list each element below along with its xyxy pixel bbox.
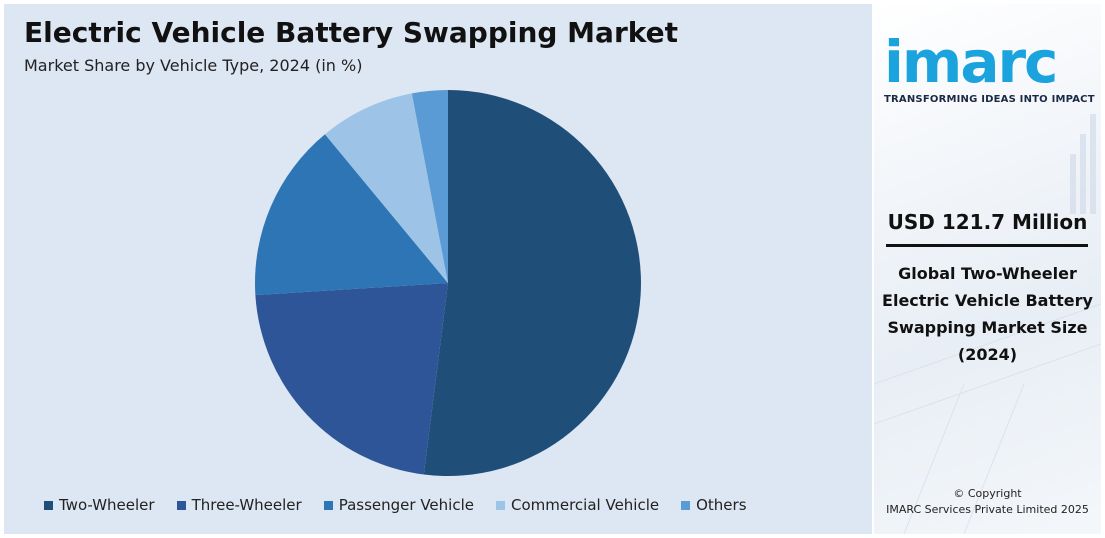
chart-subtitle: Market Share by Vehicle Type, 2024 (in %… <box>24 56 363 75</box>
logo-wordmark: imarc <box>884 28 1058 96</box>
pie-slice-two-wheeler <box>423 90 641 476</box>
copyright-line-2: IMARC Services Private Limited 2025 <box>886 503 1089 516</box>
legend-item-others: Others <box>681 496 747 514</box>
legend-item-two-wheeler: Two-Wheeler <box>44 496 155 514</box>
chart-legend: Two-Wheeler Three-Wheeler Passenger Vehicl… <box>44 496 769 514</box>
legend-swatch <box>323 500 333 510</box>
divider <box>886 244 1088 247</box>
legend-label: Passenger Vehicle <box>338 496 474 514</box>
legend-swatch <box>44 500 53 510</box>
market-size-value: USD 121.7 Million <box>887 210 1088 234</box>
legend-item-three-wheeler: Three-Wheeler <box>176 496 302 514</box>
legend-label: Two-Wheeler <box>59 496 155 514</box>
chart-title: Electric Vehicle Battery Swapping Market <box>24 16 678 49</box>
legend-label: Three-Wheeler <box>191 496 302 514</box>
legend-swatch <box>176 500 186 510</box>
info-panel: imarc TRANSFORMING IDEAS INTO IMPACT USD… <box>874 4 1101 534</box>
legend-item-passenger-vehicle: Passenger Vehicle <box>323 496 474 514</box>
market-size-description: Global Two-Wheeler Electric Vehicle Batt… <box>882 264 1093 364</box>
pie-slice-passenger-vehicle <box>254 134 448 296</box>
pie-slice-others <box>411 90 448 283</box>
imarc-logo: imarc TRANSFORMING IDEAS INTO IMPACT <box>884 28 1095 105</box>
legend-swatch <box>681 500 691 510</box>
pie-slice-commercial-vehicle <box>324 93 448 283</box>
legend-item-commercial-vehicle: Commercial Vehicle <box>495 496 660 514</box>
legend-label: Commercial Vehicle <box>510 496 660 514</box>
logo-tagline: TRANSFORMING IDEAS INTO IMPACT <box>884 94 1095 105</box>
background-chart-decoration <box>874 114 1101 534</box>
chart-panel: Electric Vehicle Battery Swapping Market… <box>4 4 872 534</box>
copyright: © Copyright IMARC Services Private Limit… <box>874 486 1101 518</box>
pie-chart <box>254 90 641 476</box>
copyright-line-1: © Copyright <box>953 487 1022 500</box>
legend-swatch <box>495 500 505 510</box>
pie-slice-three-wheeler <box>255 283 448 475</box>
legend-label: Others <box>696 496 747 514</box>
